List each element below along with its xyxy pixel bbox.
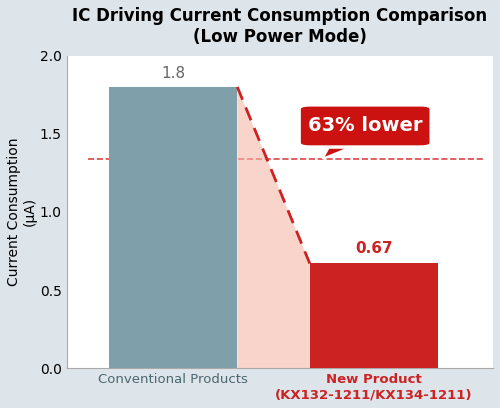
Text: 1.8: 1.8 [162,66,186,81]
Bar [310,264,438,368]
Text: 0.67: 0.67 [355,241,393,256]
Text: 63% lower: 63% lower [308,116,422,135]
Bar [110,87,238,368]
Polygon shape [238,87,310,368]
FancyBboxPatch shape [299,105,431,147]
Title: IC Driving Current Consumption Comparison
(Low Power Mode): IC Driving Current Consumption Compariso… [72,7,488,46]
Y-axis label: Current Consumption
(μA): Current Consumption (μA) [7,137,37,286]
Polygon shape [322,143,361,159]
